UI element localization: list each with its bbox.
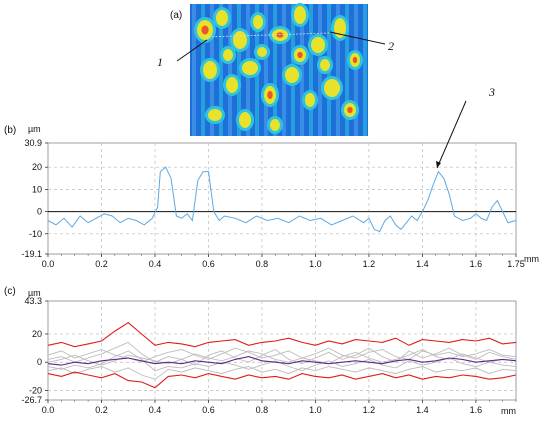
- panel-c-xtick-label: 0.8: [256, 405, 269, 415]
- panel-c-xtick-label: 1.0: [309, 405, 322, 415]
- panel-c-ytick-label: 43.3: [24, 296, 42, 306]
- panel-c-xtick-label: 0.0: [42, 405, 55, 415]
- panel-c-xlabel: mm: [501, 406, 516, 416]
- panel-b-xtick-label: 0.2: [95, 259, 108, 269]
- panel-b-ytick-label: 0: [37, 207, 42, 217]
- annotation-1-pointer: [176, 39, 208, 62]
- panel-b-xtick-label: 1.0: [309, 259, 322, 269]
- panel-a-label: (a): [170, 10, 182, 21]
- panel-b-xtick-label: 0.0: [42, 259, 55, 269]
- panel-c-frame: [47, 300, 517, 401]
- panel-c-xtick-label: 1.2: [363, 405, 376, 415]
- panel-c-ytick-label: 0: [37, 357, 42, 367]
- panel-b-xtick-label: 1.6: [470, 259, 483, 269]
- panel-c-ytick-label: 20: [32, 329, 42, 339]
- panel-c-xtick-label: 0.4: [149, 405, 162, 415]
- panel-c-profile-line: [47, 366, 517, 380]
- panel-b-frame: [47, 142, 517, 255]
- panel-b-xtick-label: 1.4: [416, 259, 429, 269]
- panel-b-xtick-label: 1.75: [507, 259, 525, 269]
- panel-b-ytick-label: 20: [32, 162, 42, 172]
- annotation-3-pointer: [436, 100, 467, 169]
- annotation-3: 3: [488, 85, 495, 99]
- panel-b: (b) µm 30.9 20 10 0 -10 -19.1 0.0 0.2 0.4 0.6 0.8…: [4, 85, 539, 269]
- panel-c-upper-line: [47, 321, 517, 348]
- panel-c-xtick-label: 0.2: [95, 405, 108, 415]
- panel-b-xtick-label: 0.4: [149, 259, 162, 269]
- panel-c-grid: [48, 301, 516, 400]
- annotation-2: 2: [388, 39, 394, 53]
- panel-c-profile-line: [47, 349, 517, 366]
- panel-b-profile-line: [47, 166, 517, 233]
- panel-c-xtick-label: 1.4: [416, 405, 429, 415]
- panel-b-label: (b): [4, 125, 16, 136]
- panel-c-ytick-label: -20: [29, 386, 42, 396]
- panel-b-xtick-label: 0.8: [256, 259, 269, 269]
- panel-b-ytick-label: 10: [32, 184, 42, 194]
- panel-b-ytick-label: 30.9: [24, 138, 42, 148]
- panel-c-ytick-label: -26.7: [21, 395, 42, 405]
- panel-c-profile-line: [47, 347, 517, 363]
- annotation-2-pointer: [329, 31, 386, 45]
- panel-b-xtick-label: 0.6: [202, 259, 215, 269]
- surface-map: [190, 3, 368, 136]
- panel-c-label: (c): [4, 286, 16, 297]
- annotation-1: 1: [157, 55, 163, 69]
- panel-c-xtick-label: 1.6: [470, 405, 483, 415]
- annotation-3-arrowhead: [436, 161, 441, 168]
- panel-b-ylabel: µm: [28, 124, 41, 134]
- panel-b-xtick-label: 1.2: [363, 259, 376, 269]
- panel-b-ytick-label: -10: [29, 229, 42, 239]
- panel-b-grid: [48, 143, 516, 254]
- panel-b-ytick-label: -19.1: [21, 249, 42, 259]
- panel-c-profile-line: [47, 341, 517, 366]
- panel-c-ylabel: µm: [28, 288, 41, 298]
- panel-b-xlabel: mm: [524, 254, 539, 264]
- panel-c-lower-line: [47, 371, 517, 389]
- panel-c-xtick-label: 0.6: [202, 405, 215, 415]
- panel-c-mean-line: [47, 356, 517, 366]
- panel-a: (a) 1 2: [157, 3, 394, 136]
- panel-c: (c) µm 43.3 20 0 -20-26.7 0.0 0.2 0.4 0.6 0.8 1.…: [4, 286, 517, 416]
- panel-c-profile-line: [47, 350, 517, 372]
